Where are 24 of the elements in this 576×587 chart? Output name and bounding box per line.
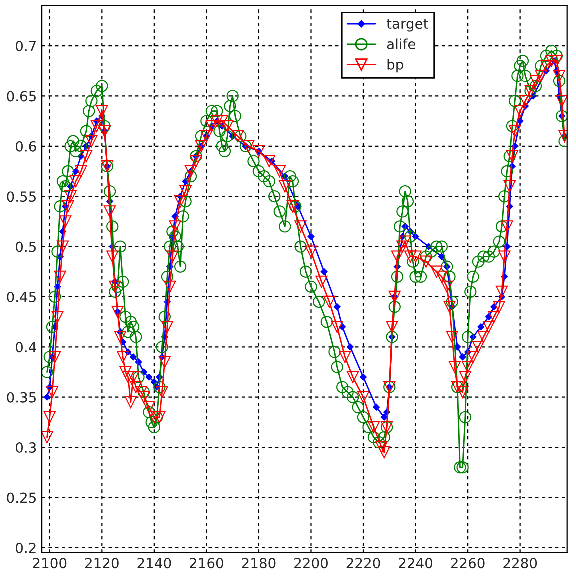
x-tick-label: 2180 xyxy=(242,558,276,569)
y-tick-label: 0.4 xyxy=(16,342,36,353)
y-tick-label: 0.55 xyxy=(7,192,36,202)
y-tick-label: 0.35 xyxy=(7,392,36,403)
x-tick-label: 2260 xyxy=(451,558,485,569)
legend-label: alife xyxy=(387,38,416,50)
y-tick-label: 0.7 xyxy=(16,40,36,52)
y-tick-label: 0.25 xyxy=(7,492,36,504)
y-tick-label: 0.2 xyxy=(16,542,36,554)
y-tick-label: 0.3 xyxy=(16,442,36,454)
legend-label: target xyxy=(386,19,428,32)
y-tick-label: 0.6 xyxy=(16,141,36,152)
x-tick-label: 2280 xyxy=(504,558,538,569)
x-tick-label: 2120 xyxy=(86,558,119,569)
x-tick-label: 2100 xyxy=(33,558,67,569)
x-tick-label: 2220 xyxy=(346,558,380,569)
x-tick-label: 2140 xyxy=(138,558,172,569)
x-tick-label: 2240 xyxy=(399,558,433,569)
legend-label: bp xyxy=(388,59,404,73)
y-tick-label: 0.5 xyxy=(16,242,36,252)
x-tick-label: 2200 xyxy=(294,558,328,569)
x-tick-label: 2160 xyxy=(190,558,224,569)
y-tick-label: 0.65 xyxy=(7,91,36,102)
y-tick-label: 0.45 xyxy=(7,292,36,302)
